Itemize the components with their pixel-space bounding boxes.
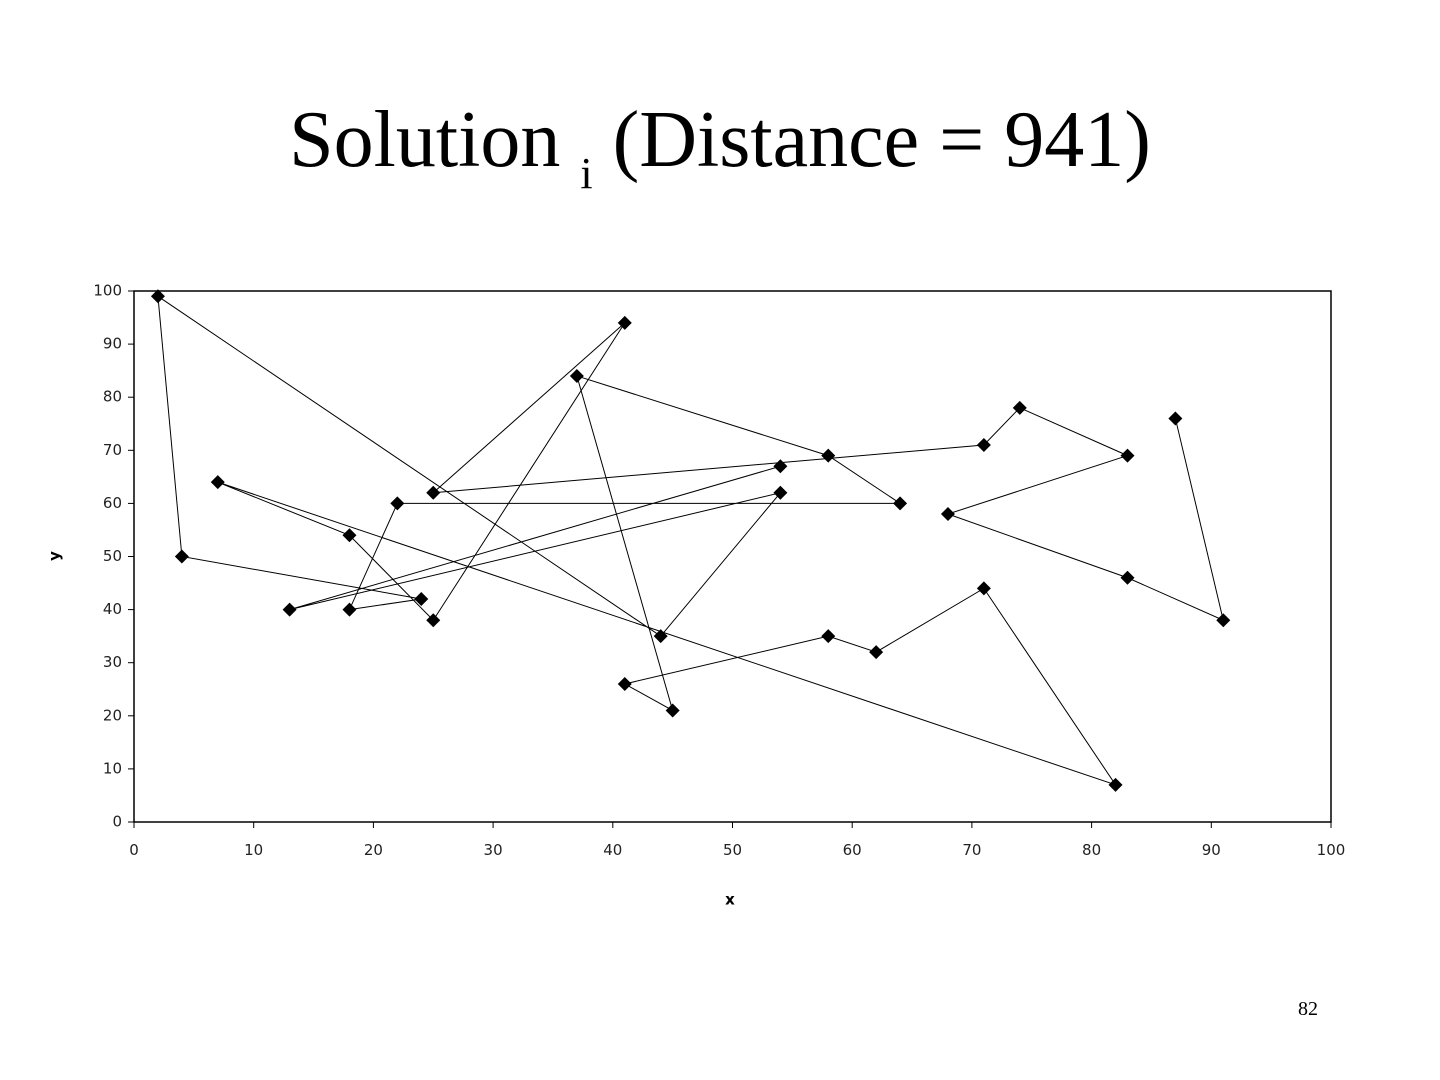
y-tick-label: 0 xyxy=(112,813,122,831)
y-tick-label: 70 xyxy=(103,441,122,459)
y-tick-label: 10 xyxy=(103,759,122,777)
point-marker xyxy=(210,475,225,490)
page-number: 82 xyxy=(1298,998,1318,1020)
plot-frame xyxy=(133,290,1332,823)
x-tick-label: 30 xyxy=(484,841,503,859)
point-marker xyxy=(773,485,788,500)
point-marker xyxy=(773,459,788,474)
y-tick-label: 30 xyxy=(103,653,122,671)
point-marker xyxy=(390,496,405,511)
point-marker xyxy=(150,289,165,304)
point-marker xyxy=(617,676,632,691)
x-tick-label: 20 xyxy=(364,841,383,859)
point-marker xyxy=(569,368,584,383)
y-tick-label: 20 xyxy=(103,706,122,724)
point-marker xyxy=(342,528,357,543)
y-tick-label: 100 xyxy=(93,282,122,300)
x-axis-title: x xyxy=(725,891,735,909)
point-marker xyxy=(821,448,836,463)
point-marker xyxy=(653,629,668,644)
point-marker xyxy=(426,485,441,500)
point-marker xyxy=(976,581,991,596)
point-marker xyxy=(940,507,955,522)
point-marker xyxy=(414,591,429,606)
point-marker xyxy=(1216,613,1231,628)
x-tick-label: 80 xyxy=(1082,841,1101,859)
point-marker xyxy=(1168,411,1183,426)
x-tick-label: 10 xyxy=(244,841,263,859)
point-marker xyxy=(1012,400,1027,415)
title-suffix: (Distance = 941) xyxy=(613,96,1151,184)
point-marker xyxy=(821,629,836,644)
y-tick-label: 50 xyxy=(103,547,122,565)
x-tick-label: 60 xyxy=(843,841,862,859)
point-marker xyxy=(665,703,680,718)
x-tick-label: 70 xyxy=(962,841,981,859)
point-marker xyxy=(426,613,441,628)
y-tick-label: 80 xyxy=(103,388,122,406)
x-tick-label: 0 xyxy=(129,841,139,859)
y-tick-label: 40 xyxy=(103,600,122,618)
y-axis-title: y xyxy=(46,551,64,561)
point-marker xyxy=(893,496,908,511)
point-marker xyxy=(1120,448,1135,463)
point-marker xyxy=(342,602,357,617)
title-main: Solution xyxy=(289,96,560,184)
point-marker xyxy=(1120,570,1135,585)
x-tick-label: 100 xyxy=(1317,841,1346,859)
y-tick-label: 90 xyxy=(103,335,122,353)
point-marker xyxy=(617,315,632,330)
y-tick-label: 60 xyxy=(103,494,122,512)
point-marker xyxy=(869,645,884,660)
x-tick-label: 50 xyxy=(723,841,742,859)
point-marker xyxy=(282,602,297,617)
point-marker xyxy=(174,549,189,564)
series-line xyxy=(157,295,1224,786)
point-marker xyxy=(976,437,991,452)
x-tick-label: 90 xyxy=(1202,841,1221,859)
title-subscript: i xyxy=(580,149,592,198)
slide-title: Solution i (Distance = 941) xyxy=(289,96,1151,214)
x-tick-label: 40 xyxy=(603,841,622,859)
point-marker xyxy=(1108,777,1123,792)
